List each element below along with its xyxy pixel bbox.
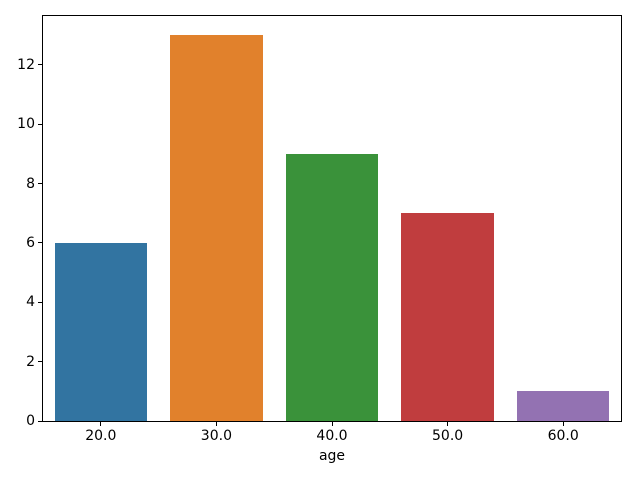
x-tick-20.0 (100, 422, 102, 426)
y-tick-2 (38, 361, 42, 363)
y-tick-label-4: 4 (26, 294, 35, 311)
y-tick-label-6: 6 (26, 234, 35, 251)
y-tick-4 (38, 301, 42, 303)
x-tick-40.0 (331, 422, 333, 426)
y-tick-label-10: 10 (17, 116, 35, 133)
plot-area: 0 2 4 6 8 10 12 20.0 30.0 40.0 50.0 60.0 age (17, 15, 622, 463)
y-tick-12 (38, 64, 42, 66)
x-tick-label-60.0: 60.0 (547, 428, 579, 444)
bar-20.0 (54, 242, 148, 421)
y-tick-label-2: 2 (26, 353, 35, 370)
y-tick-10 (38, 123, 42, 125)
bar-30.0 (170, 35, 263, 421)
x-tick-50.0 (447, 422, 449, 426)
bar-40.0 (285, 153, 379, 421)
x-tick-label-40.0: 40.0 (316, 428, 348, 444)
x-tick-60.0 (562, 422, 564, 426)
y-tick-0 (38, 420, 42, 422)
x-tick-label-30.0: 30.0 (200, 428, 232, 444)
y-tick-label-12: 12 (17, 56, 35, 73)
x-tick-label-50.0: 50.0 (432, 428, 464, 444)
x-tick-30.0 (215, 422, 217, 426)
y-tick-label-8: 8 (26, 175, 35, 192)
x-axis-label: age (318, 448, 346, 464)
y-tick-8 (38, 183, 42, 185)
x-tick-label-20.0: 20.0 (85, 428, 117, 444)
bar-50.0 (401, 213, 494, 421)
bar-60.0 (516, 391, 610, 421)
y-tick-label-0: 0 (26, 413, 35, 429)
y-tick-6 (38, 242, 42, 244)
